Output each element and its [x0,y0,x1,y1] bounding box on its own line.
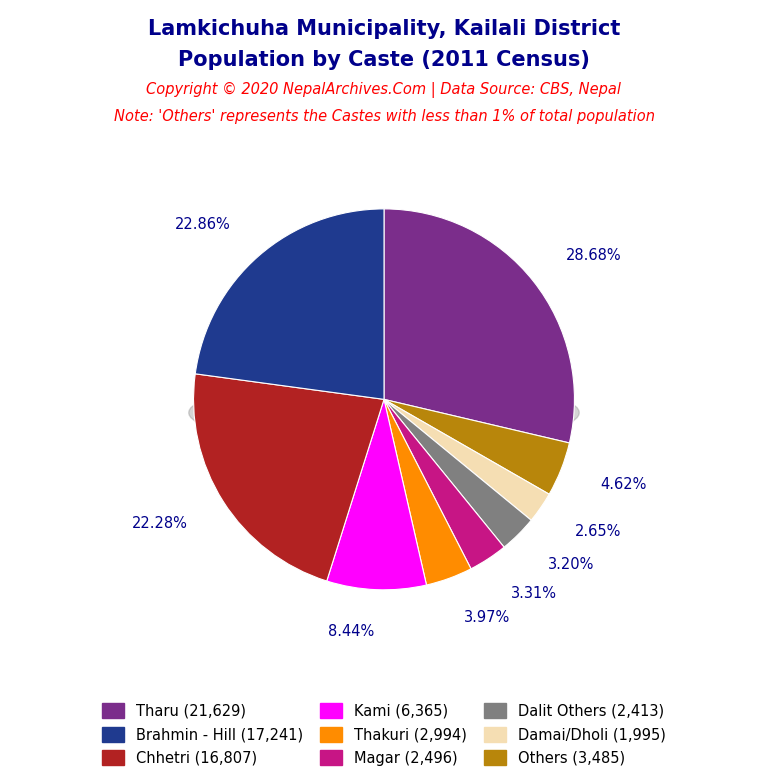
Wedge shape [195,209,384,399]
Wedge shape [384,209,574,443]
Wedge shape [384,399,531,547]
Legend: Tharu (21,629), Brahmin - Hill (17,241), Chhetri (16,807), Kami (6,365), Thakuri: Tharu (21,629), Brahmin - Hill (17,241),… [95,696,673,768]
Text: 3.31%: 3.31% [511,587,557,601]
Text: 22.86%: 22.86% [175,217,231,232]
Wedge shape [384,399,504,569]
Text: Copyright © 2020 NepalArchives.Com | Data Source: CBS, Nepal: Copyright © 2020 NepalArchives.Com | Dat… [147,82,621,98]
Text: 3.20%: 3.20% [548,557,594,571]
Ellipse shape [189,379,579,446]
Wedge shape [384,399,471,585]
Text: 22.28%: 22.28% [132,516,188,531]
Wedge shape [326,399,426,590]
Text: 8.44%: 8.44% [329,624,375,639]
Wedge shape [384,399,549,520]
Text: Population by Caste (2011 Census): Population by Caste (2011 Census) [178,50,590,70]
Text: Lamkichuha Municipality, Kailali District: Lamkichuha Municipality, Kailali Distric… [147,19,621,39]
Text: Note: 'Others' represents the Castes with less than 1% of total population: Note: 'Others' represents the Castes wit… [114,109,654,124]
Wedge shape [194,374,384,581]
Text: 2.65%: 2.65% [575,524,621,539]
Text: 4.62%: 4.62% [600,477,647,492]
Text: 3.97%: 3.97% [464,610,510,625]
Text: 28.68%: 28.68% [566,247,622,263]
Wedge shape [384,399,569,495]
